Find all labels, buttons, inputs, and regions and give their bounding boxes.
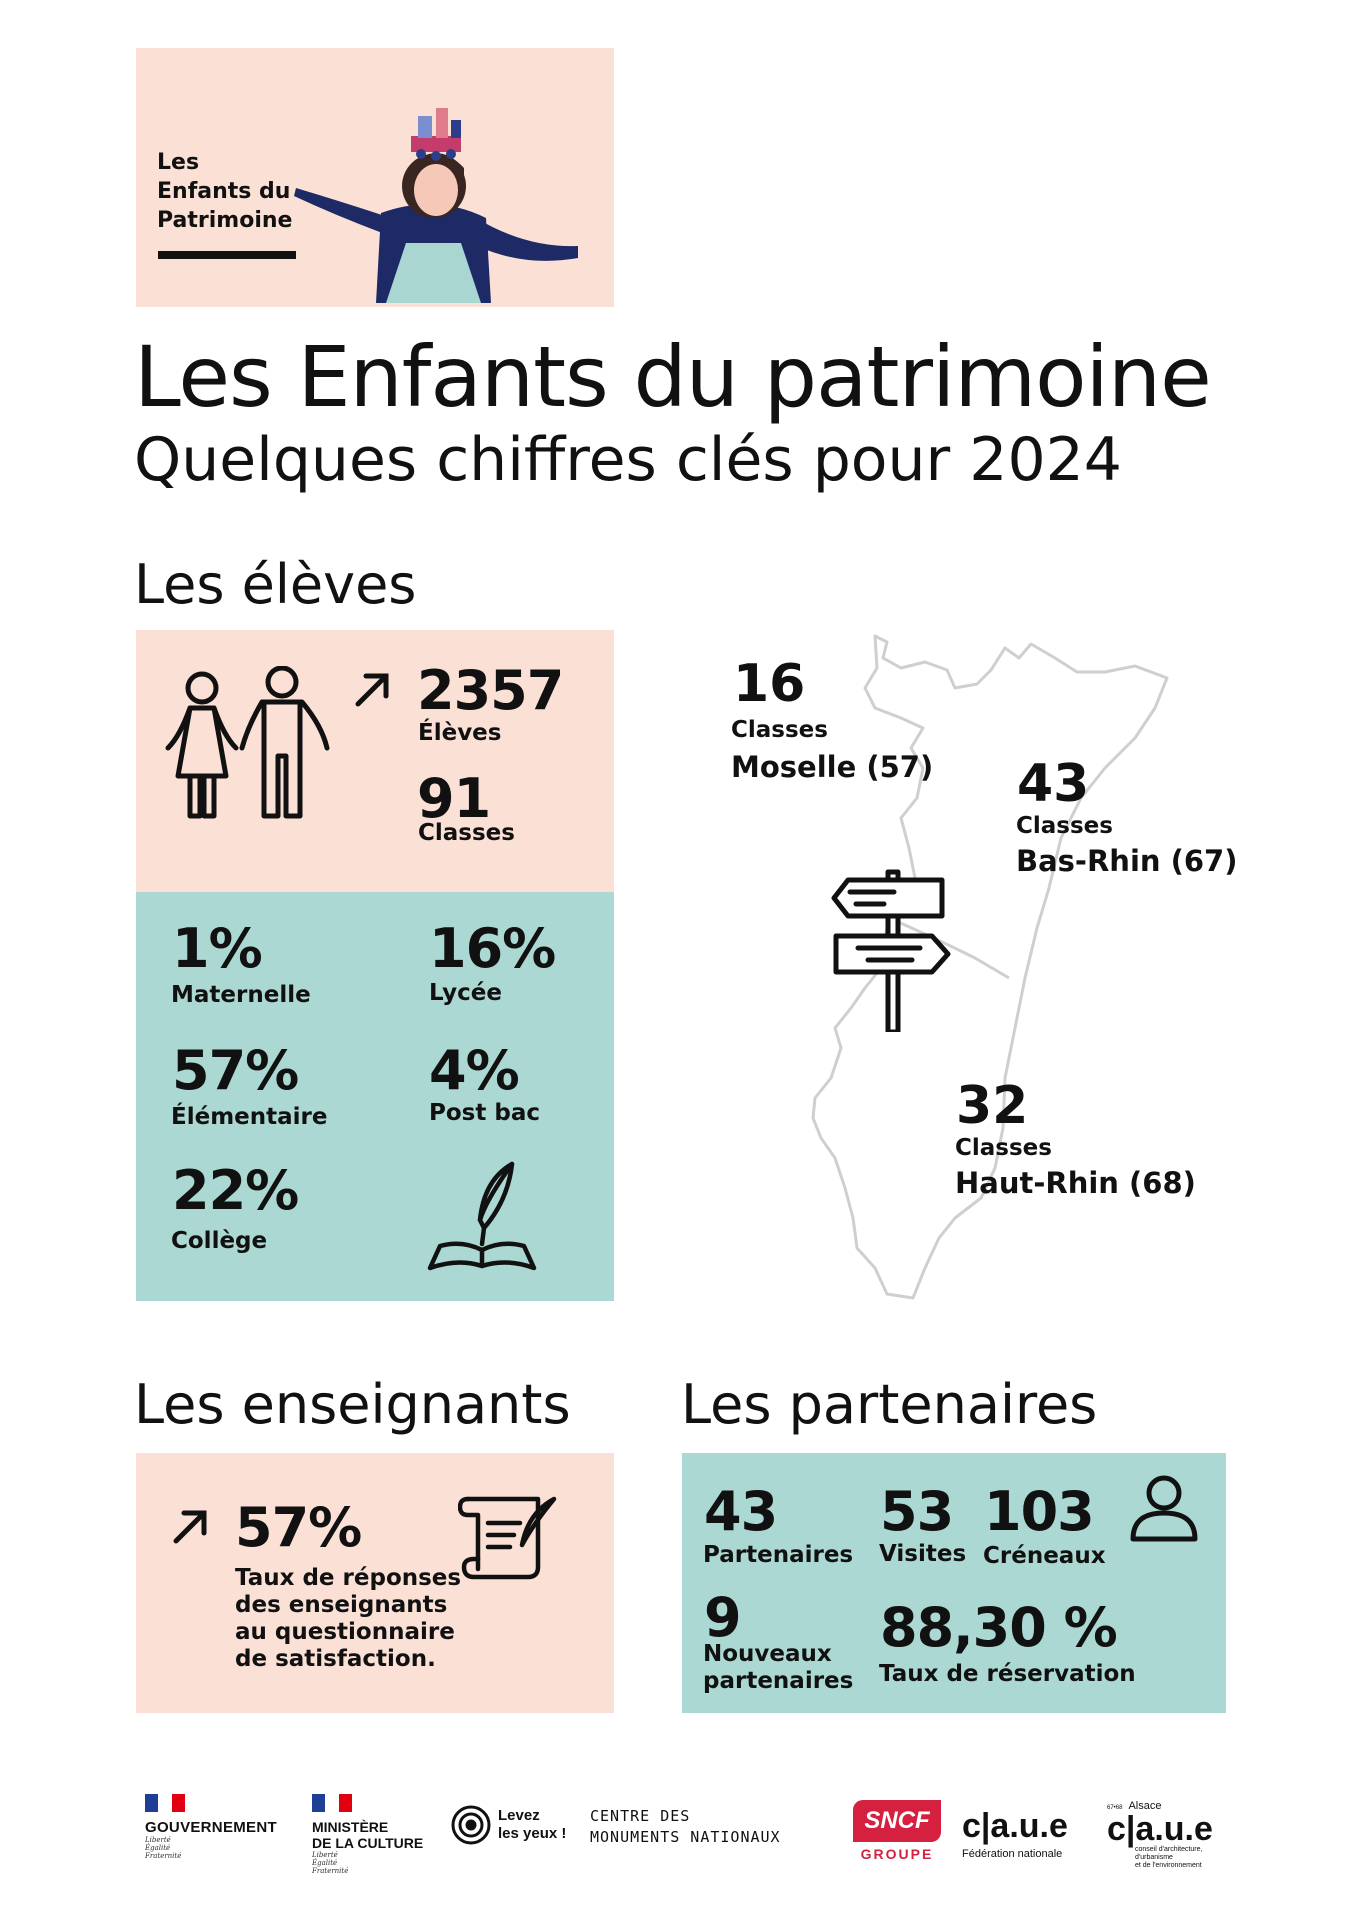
students-icon xyxy=(165,666,330,819)
cmn-logo: CENTRE DES MONUMENTS NATIONAUX xyxy=(590,1807,781,1846)
visits-label: Visites xyxy=(879,1541,967,1567)
students-box: 2357 Élèves 91 Classes xyxy=(136,630,614,892)
moselle-name: Moselle (57) xyxy=(731,750,934,784)
basrhin-name: Bas-Rhin (67) xyxy=(1016,844,1238,878)
child-illustration xyxy=(294,108,578,303)
marianne-icon xyxy=(312,1794,352,1812)
new-partners-count: 9 xyxy=(704,1586,742,1649)
level-label-elementaire: Élémentaire xyxy=(171,1104,328,1130)
partners-count: 43 xyxy=(704,1480,778,1543)
caue-alsace-logo: 67•68 Alsace c|a.u.e conseil d'architect… xyxy=(1107,1800,1213,1869)
classes-count: 91 xyxy=(417,767,491,830)
teachers-box: 57% Taux de réponses des enseignants au … xyxy=(136,1453,614,1713)
trend-up-icon xyxy=(355,673,389,707)
banner-title: Les Enfants du Patrimoine xyxy=(157,150,293,233)
caue-federation-logo: c|a.u.e Fédération nationale xyxy=(962,1807,1068,1860)
signpost-icon xyxy=(831,869,951,1032)
basrhin-count: 43 xyxy=(1017,754,1090,814)
level-value-postbac: 4% xyxy=(429,1039,520,1102)
booking-rate-label: Taux de réservation xyxy=(879,1661,1136,1687)
hautrhin-name: Haut-Rhin (68) xyxy=(955,1166,1196,1200)
eye-icon xyxy=(451,1805,491,1845)
level-value-lycee: 16% xyxy=(429,917,556,980)
level-label-maternelle: Maternelle xyxy=(171,982,311,1008)
visits-count: 53 xyxy=(880,1480,954,1543)
partenaires-heading: Les partenaires xyxy=(681,1373,1098,1436)
gouvernement-logo: GOUVERNEMENT Liberté Égalité Fraternité xyxy=(145,1794,277,1860)
new-partners-label: Nouveaux partenaires xyxy=(703,1641,854,1694)
partners-box: 43 Partenaires 53 Visites 103 Créneaux 9… xyxy=(682,1453,1226,1713)
marianne-icon xyxy=(145,1794,185,1812)
page-subtitle: Quelques chiffres clés pour 2024 xyxy=(134,425,1122,495)
eleves-heading: Les élèves xyxy=(134,553,417,616)
moselle-classes-label: Classes xyxy=(731,717,828,743)
enseignants-heading: Les enseignants xyxy=(134,1373,571,1436)
students-count: 2357 xyxy=(417,659,564,722)
scroll-quill-icon xyxy=(458,1496,557,1580)
level-value-elementaire: 57% xyxy=(172,1039,299,1102)
basrhin-classes-label: Classes xyxy=(1016,813,1113,839)
trend-up-icon xyxy=(173,1510,207,1544)
ministere-culture-logo: MINISTÈRE DE LA CULTURE Liberté Égalité … xyxy=(312,1794,423,1875)
banner: Les Enfants du Patrimoine xyxy=(136,48,614,307)
page-title: Les Enfants du patrimoine xyxy=(134,328,1212,426)
person-icon xyxy=(1130,1475,1198,1542)
partners-label: Partenaires xyxy=(703,1542,854,1568)
classes-label: Classes xyxy=(418,820,515,846)
level-label-postbac: Post bac xyxy=(429,1100,540,1126)
level-value-college: 22% xyxy=(172,1159,299,1222)
students-label: Élèves xyxy=(418,720,502,746)
level-label-lycee: Lycée xyxy=(429,980,502,1006)
quill-book-icon xyxy=(427,1161,537,1271)
banner-underline xyxy=(158,251,296,259)
levez-les-yeux-logo: Levez les yeux ! xyxy=(450,1804,566,1846)
hautrhin-classes-label: Classes xyxy=(955,1135,1052,1161)
hautrhin-count: 32 xyxy=(956,1076,1029,1136)
slots-count: 103 xyxy=(984,1480,1095,1543)
teachers-value: 57% xyxy=(235,1496,362,1559)
teachers-description: Taux de réponses des enseignants au ques… xyxy=(235,1565,462,1672)
levels-box: 1% Maternelle 16% Lycée 57% Élémentaire … xyxy=(136,892,614,1301)
sncf-logo: SNCF GROUPE xyxy=(853,1800,941,1862)
level-label-college: Collège xyxy=(171,1228,268,1254)
level-value-maternelle: 1% xyxy=(172,917,263,980)
moselle-count: 16 xyxy=(733,654,806,714)
booking-rate-value: 88,30 % xyxy=(880,1596,1118,1659)
slots-label: Créneaux xyxy=(983,1543,1106,1569)
